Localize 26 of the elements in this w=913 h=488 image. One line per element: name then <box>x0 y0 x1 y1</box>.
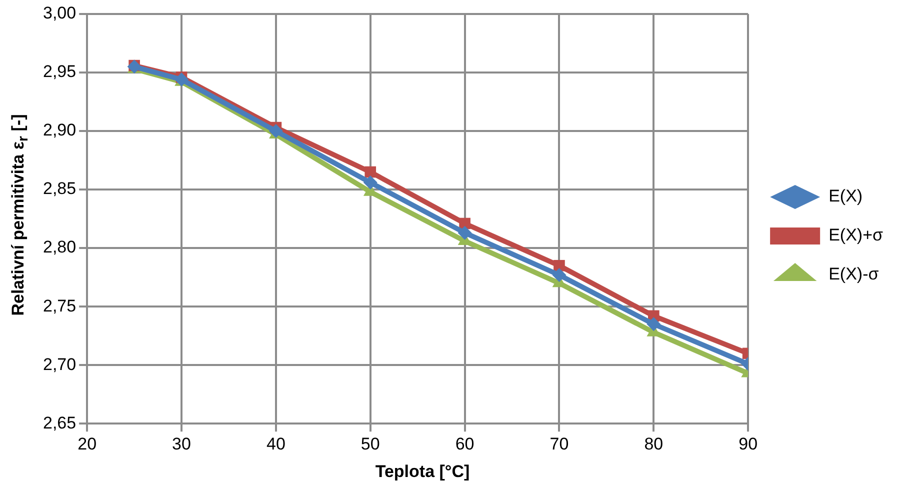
y-tick-label: 2,65 <box>42 413 76 432</box>
point <box>364 166 376 178</box>
x-tick-label: 90 <box>738 434 758 454</box>
y-tick-label: 2,85 <box>42 179 76 198</box>
legend-label: E(X) <box>828 186 863 206</box>
y-tick-label: 2,90 <box>42 120 76 140</box>
y-tick-label: 2,95 <box>42 62 76 82</box>
y-tick-label: 2,80 <box>42 238 76 257</box>
point <box>268 124 283 138</box>
point <box>552 268 566 282</box>
legend-label: E(X)-σ <box>828 264 880 284</box>
point <box>646 317 661 332</box>
legend-label: E(X)+σ <box>828 226 884 245</box>
y-tick-label: 2,70 <box>42 354 76 374</box>
y-tick-label: 3,00 <box>42 4 76 23</box>
x-tick-label: 70 <box>550 434 569 454</box>
x-tick-label: 80 <box>644 434 664 454</box>
point <box>458 226 472 240</box>
x-tick-label: 20 <box>78 434 97 454</box>
x-tick-label: 60 <box>455 434 474 454</box>
x-axis-title: Teplota [°C] <box>374 462 471 482</box>
x-tick-label: 30 <box>172 434 191 454</box>
point <box>363 176 378 190</box>
y-tick-label: 2,75 <box>42 296 76 316</box>
x-tick-label: 50 <box>360 434 380 454</box>
x-tick-label: 40 <box>266 434 286 454</box>
